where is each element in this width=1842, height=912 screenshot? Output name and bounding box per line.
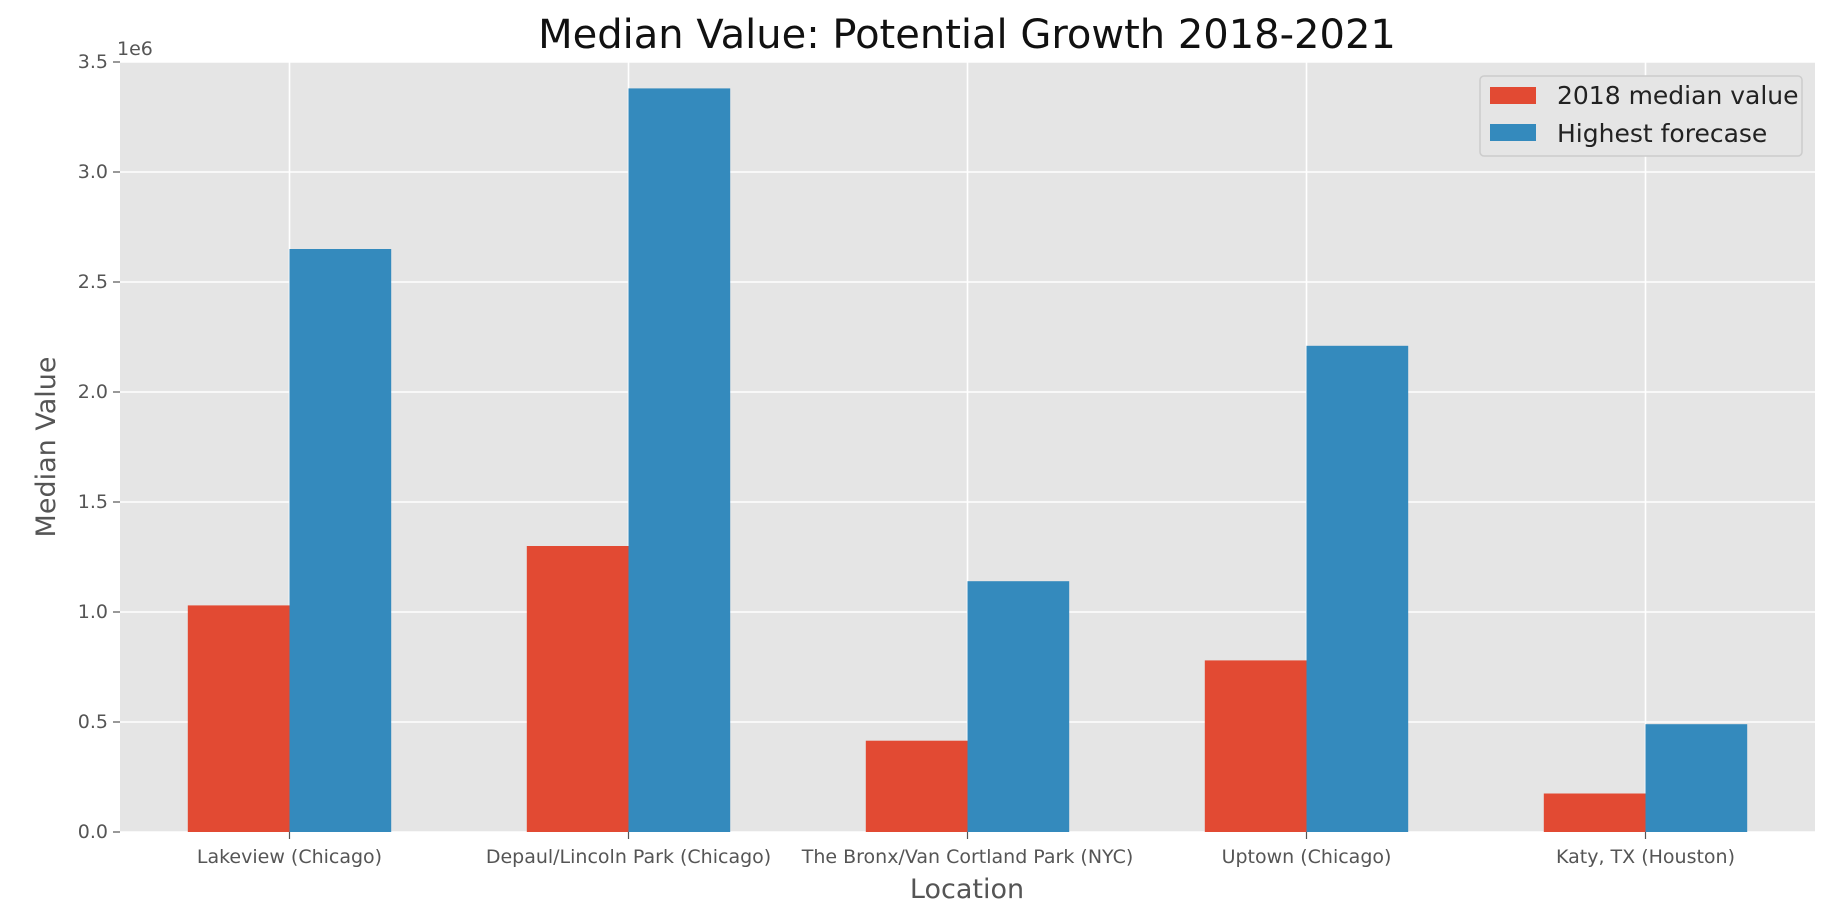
- x-tick-label: Depaul/Lincoln Park (Chicago): [486, 846, 771, 868]
- bar-highest-forecase-the-bronx-van-cortland-park-nyc: [967, 581, 1070, 832]
- y-axis-label: Median Value: [31, 357, 62, 538]
- chart-title: Median Value: Potential Growth 2018-2021: [538, 12, 1396, 58]
- bar-highest-forecase-katy-tx-houston: [1645, 724, 1748, 832]
- y-tick-label: 2.5: [78, 271, 108, 293]
- legend-swatch-highest-forecase: [1490, 124, 1536, 141]
- y-tick-label: 1.5: [78, 491, 108, 513]
- x-tick-labels: Lakeview (Chicago) Depaul/Lincoln Park (C…: [197, 832, 1735, 868]
- y-tick-label: 1.0: [78, 601, 108, 623]
- x-tick-label: Katy, TX (Houston): [1556, 846, 1735, 868]
- y-axis-offset-label: 1e6: [117, 38, 153, 60]
- y-tick-labels: 0.0 0.5 1.0 1.5 2.0 2.5 3.0 3.5: [78, 51, 120, 843]
- legend-label-highest-forecase: Highest forecase: [1557, 119, 1767, 148]
- legend: 2018 median value Highest forecase: [1479, 75, 1803, 157]
- y-tick-label: 0.5: [78, 711, 108, 733]
- bar-2018-median-value-uptown-chicago: [1204, 660, 1307, 832]
- legend-box: [1479, 75, 1803, 157]
- x-tick-label: The Bronx/Van Cortland Park (NYC): [801, 846, 1134, 868]
- bar-highest-forecase-depaul-lincoln-park-chicago: [628, 88, 731, 832]
- x-tick-label: Uptown (Chicago): [1222, 846, 1392, 868]
- bar-2018-median-value-katy-tx-houston: [1543, 793, 1646, 832]
- bar-2018-median-value-lakeview-chicago: [187, 605, 290, 832]
- x-tick-label: Lakeview (Chicago): [197, 846, 382, 868]
- bar-2018-median-value-depaul-lincoln-park-chicago: [526, 546, 629, 832]
- x-axis-label: Location: [910, 874, 1024, 905]
- bar-2018-median-value-the-bronx-van-cortland-park-nyc: [865, 740, 968, 832]
- bar-highest-forecase-uptown-chicago: [1306, 345, 1409, 832]
- bars: [187, 88, 1748, 832]
- y-tick-label: 2.0: [78, 381, 108, 403]
- y-tick-label: 0.0: [78, 821, 108, 843]
- y-tick-label: 3.0: [78, 161, 108, 183]
- legend-label-2018-median-value: 2018 median value: [1557, 81, 1799, 110]
- y-tick-label: 3.5: [78, 51, 108, 73]
- legend-swatch-2018-median-value: [1490, 87, 1536, 104]
- bar-highest-forecase-lakeview-chicago: [289, 249, 392, 832]
